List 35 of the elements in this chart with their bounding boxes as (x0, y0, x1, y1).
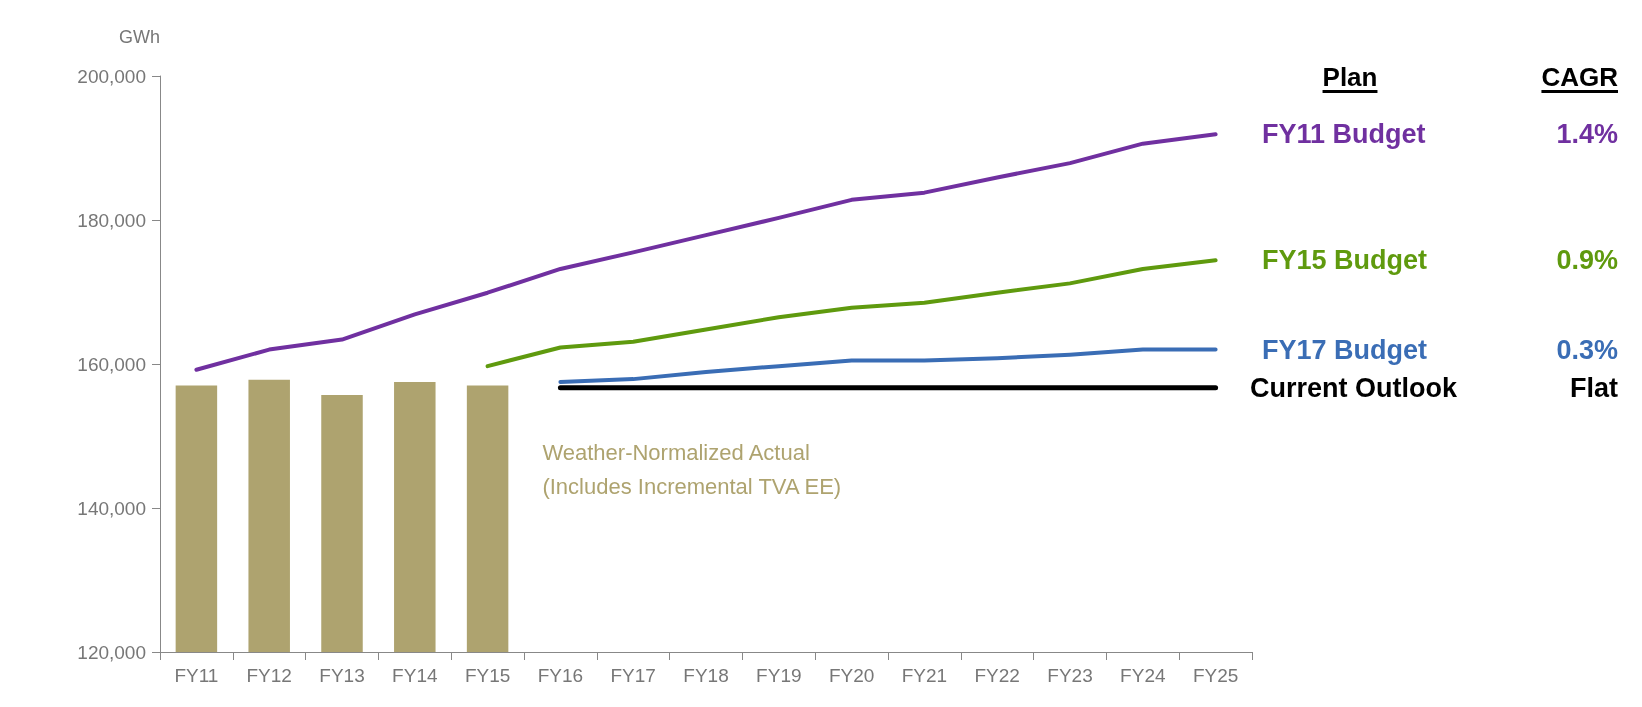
x-tick-label: FY25 (1192, 665, 1239, 686)
y-tick-label: 180,000 (77, 209, 146, 231)
line-series (558, 347, 1218, 384)
series-label: Weather-Normalized Actual (Includes Incremental TVA EE) (542, 439, 842, 499)
text: Flat (1569, 372, 1618, 403)
x-tick-label: FY21 (901, 665, 948, 686)
x-tick-label: FY17 (610, 665, 656, 686)
x-tick-label: FY23 (1047, 665, 1093, 686)
text: 0.3% (1556, 334, 1618, 365)
line-series (485, 258, 1218, 369)
y-tick-label: 160,000 (77, 353, 146, 375)
text: CAGR (1541, 62, 1618, 93)
x-tick-label: FY13 (319, 665, 365, 686)
series-label: FY15 Budget (1262, 245, 1428, 276)
text: 1.4% (1556, 119, 1618, 150)
x-tick-label: FY14 (392, 665, 438, 686)
x-tick-label: FY16 (537, 665, 584, 686)
x-tick-label: FY19 (756, 665, 802, 686)
x-tick-label: FY15 (464, 665, 511, 686)
y-tick-label: 140,000 (77, 497, 146, 519)
x-tick-label: FY20 (828, 665, 875, 686)
text: Plan (1322, 62, 1378, 93)
text: 0.9% (1556, 245, 1618, 276)
y-tick-label: 120,000 (77, 641, 146, 663)
y-axis-title: GWh (118, 27, 160, 47)
series-label: FY17 Budget (1262, 334, 1428, 365)
series-label: Current Outlook (1250, 372, 1458, 403)
x-tick-label: FY12 (246, 665, 292, 686)
x-tick-label: FY24 (1120, 665, 1166, 686)
x-tick-label: FY18 (683, 665, 729, 686)
x-tick-label: FY11 (174, 665, 219, 686)
x-tick-label: FY22 (974, 665, 1020, 686)
line-series (194, 132, 1218, 372)
series-label: FY11 Budget (1262, 119, 1426, 150)
y-tick-label: 200,000 (77, 65, 146, 87)
